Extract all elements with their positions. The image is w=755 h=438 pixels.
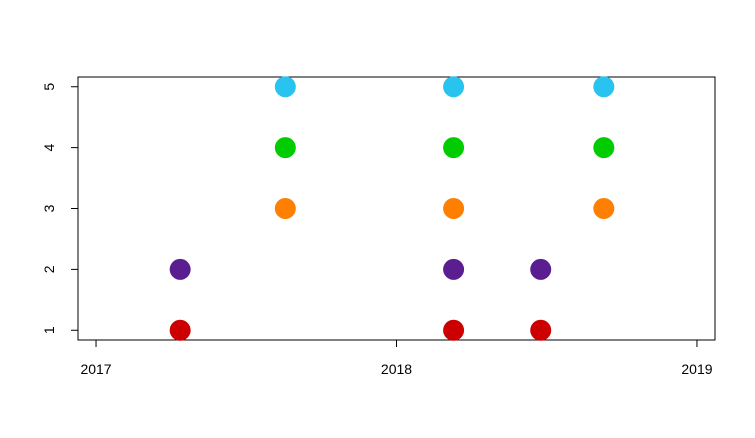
x-tick-label: 2019 [681,361,712,377]
data-point [274,137,296,159]
data-point [443,198,465,219]
data-point [274,198,296,219]
plot-area-frame [77,76,716,341]
y-tick-label: 3 [41,204,57,212]
data-point [593,76,615,98]
data-point [443,137,465,159]
data-point [530,258,552,280]
x-axis: 2017 2018 2019 [80,339,713,377]
data-point [443,319,465,341]
data-point [169,258,191,280]
data-point [530,319,552,341]
y-axis: 1 2 3 4 5 [41,83,79,334]
data-point [274,76,296,98]
x-tick-label: 2017 [80,361,111,377]
y-tick-label: 5 [41,83,57,91]
data-point [593,198,615,219]
y-tick-label: 2 [41,265,57,273]
data-point [443,76,465,98]
y-tick-label: 4 [41,144,57,152]
data-point [443,258,465,280]
data-point [169,319,191,341]
data-points [169,76,615,341]
y-tick-label: 1 [41,326,57,334]
data-point [593,137,615,159]
x-tick-label: 2018 [381,361,412,377]
